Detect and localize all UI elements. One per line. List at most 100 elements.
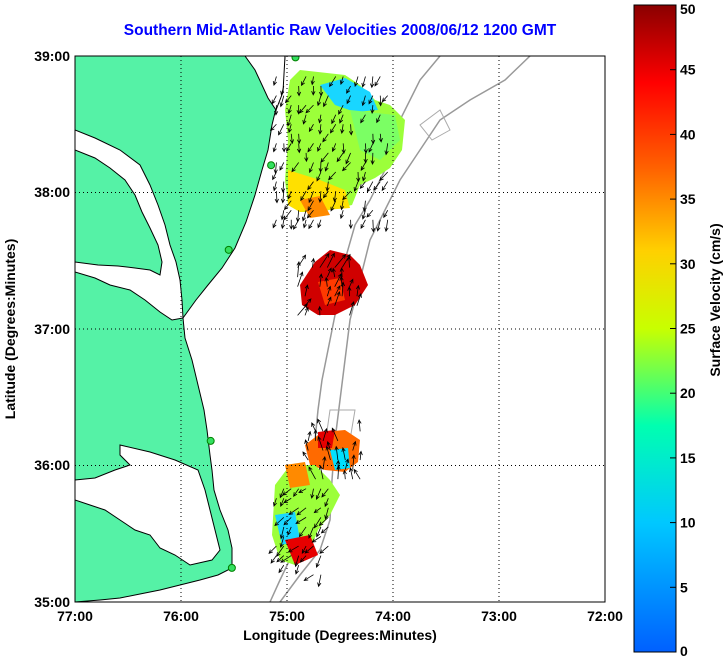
- velocity-arrow: [318, 273, 324, 287]
- velocity-arrow: [331, 427, 339, 442]
- x-tick: 75:00: [269, 608, 305, 624]
- velocity-arrow: [287, 526, 292, 536]
- velocity-arrow: [298, 488, 307, 494]
- velocity-arrow: [347, 286, 352, 297]
- colorbar-tick-label: 20: [680, 385, 696, 401]
- velocity-arrow: [268, 545, 277, 555]
- plot-frame: [74, 55, 606, 603]
- colorbar-label: Surface Velocity (cm/s): [707, 223, 723, 376]
- velocity-arrow: [308, 190, 314, 204]
- velocity-arrow: [351, 454, 356, 470]
- velocity-arrow: [383, 210, 389, 219]
- x-tick-labels: 77:00 76:00 75:00 74:00 73:00 72:00: [57, 608, 623, 624]
- colorbar-tick-label: 10: [680, 515, 696, 531]
- velocity-arrow: [317, 574, 322, 588]
- velocity-arrow: [368, 143, 374, 153]
- velocity-arrow: [311, 86, 316, 96]
- y-tick: 35:00: [34, 594, 70, 610]
- velocity-arrow: [356, 292, 362, 306]
- velocity-arrow: [274, 517, 285, 527]
- velocity-arrow: [317, 219, 322, 229]
- velocity-arrow: [370, 105, 375, 115]
- velocity-arrow: [320, 526, 329, 534]
- velocity-arrow: [356, 172, 361, 183]
- velocity-arrow: [317, 143, 322, 152]
- x-tick: 76:00: [163, 608, 199, 624]
- velocity-arrow: [352, 440, 357, 451]
- colorbar-tick-label: 50: [680, 1, 696, 17]
- velocity-arrow: [346, 95, 351, 105]
- velocity-arrow: [315, 488, 322, 500]
- velocity-arrow: [334, 291, 341, 306]
- velocity-arrow: [297, 303, 308, 316]
- velocity-arrow: [360, 162, 366, 171]
- velocity-arrow: [345, 152, 351, 165]
- velocity-arrow: [318, 517, 329, 526]
- velocity-arrow: [304, 545, 314, 554]
- velocity-arrow: [360, 114, 366, 124]
- velocity-arrow: [326, 296, 332, 306]
- velocity-arrow: [279, 536, 285, 549]
- velocity-arrow: [310, 76, 315, 86]
- velocity-arrow: [325, 181, 330, 192]
- velocity-arrow: [272, 143, 277, 153]
- velocity-arrows: [268, 76, 389, 588]
- velocity-arrow: [379, 171, 388, 182]
- station-marker: [267, 161, 276, 170]
- velocity-arrow: [307, 430, 312, 442]
- velocity-arrow: [334, 285, 341, 297]
- velocity-arrow: [281, 181, 286, 193]
- velocity-arrow: [342, 190, 351, 201]
- colorbar: [633, 4, 677, 653]
- velocity-arrow: [322, 133, 329, 143]
- velocity-arrow: [371, 133, 376, 145]
- velocity-arrow: [362, 171, 367, 182]
- velocity-arrow: [349, 278, 354, 287]
- velocity-arrow: [280, 85, 285, 96]
- velocity-arrow: [370, 152, 375, 166]
- velocity-arrow: [322, 427, 328, 442]
- velocity-arrow: [321, 488, 329, 498]
- velocity-arrow: [336, 464, 341, 480]
- velocity-arrow: [308, 219, 314, 230]
- velocity-arrow: [302, 219, 307, 229]
- velocity-arrow: [318, 191, 323, 203]
- colorbar-tick-label: 25: [680, 321, 696, 337]
- velocity-arrow: [376, 219, 381, 232]
- velocity-arrow: [304, 298, 312, 307]
- colorbar-tick-label: 15: [680, 450, 696, 466]
- velocity-arrow: [318, 114, 323, 124]
- velocity-arrow: [287, 105, 292, 115]
- velocity-arrow: [357, 419, 362, 432]
- hf-radar-stations: [206, 56, 300, 572]
- velocity-arrow: [308, 466, 316, 480]
- velocity-arrow: [276, 545, 285, 557]
- velocity-arrow: [341, 143, 346, 155]
- y-axis-title: Latitude (Degrees:Minutes): [2, 239, 18, 419]
- colorbar-tick-label: 45: [680, 62, 696, 78]
- velocity-arrow: [334, 253, 347, 268]
- velocity-arrow: [280, 498, 285, 507]
- velocity-arrow: [318, 464, 324, 480]
- velocity-arrow: [373, 181, 381, 191]
- velocity-arrow: [311, 536, 322, 543]
- velocity-arrow: [355, 284, 361, 297]
- velocity-arrow: [301, 76, 307, 87]
- velocity-arrow: [330, 124, 337, 134]
- velocity-arrow: [279, 526, 285, 540]
- velocity-arrow: [280, 219, 285, 230]
- velocity-arrow: [289, 133, 295, 145]
- x-tick: 72:00: [587, 608, 623, 624]
- velocity-arrow: [326, 440, 331, 451]
- velocity-arrow: [348, 219, 353, 230]
- velocity-arrow: [316, 526, 322, 538]
- albemarle-pamlico-sound: [75, 444, 221, 566]
- velocity-arrow: [317, 418, 324, 432]
- chesapeake-bay: [75, 129, 184, 321]
- velocity-arrow: [346, 85, 351, 94]
- velocity-arrow: [294, 555, 300, 568]
- velocity-arrow: [304, 306, 309, 316]
- velocity-arrow: [326, 285, 332, 297]
- velocity-arrow: [280, 191, 286, 204]
